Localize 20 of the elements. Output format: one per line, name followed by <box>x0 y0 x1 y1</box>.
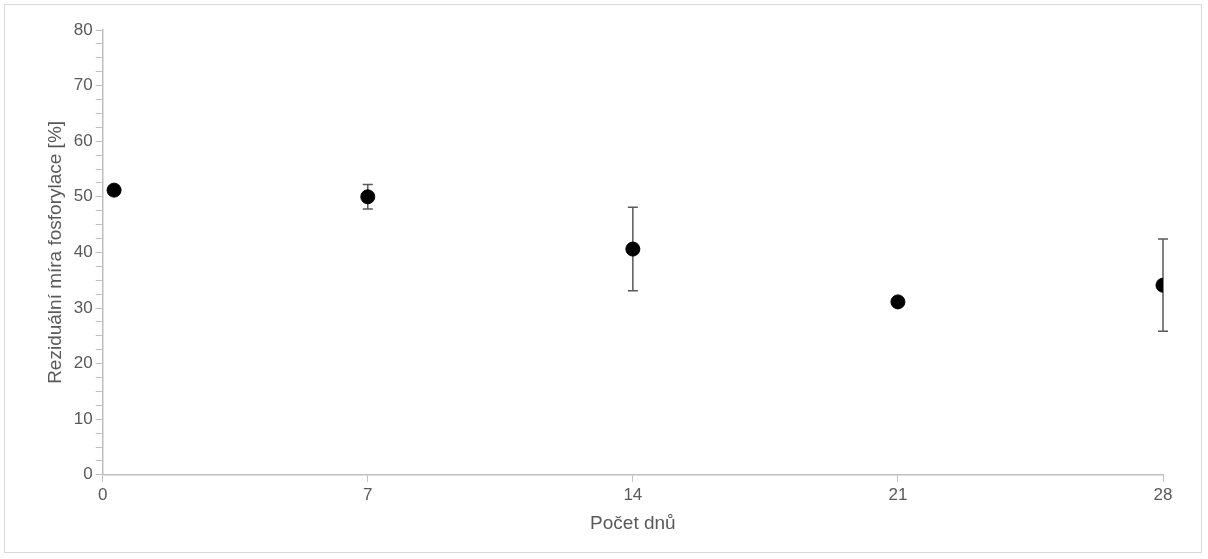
point <box>360 189 376 205</box>
y-tick-label: 0 <box>83 464 93 484</box>
y-tick-label: 70 <box>73 75 93 95</box>
x-tick-label: 14 <box>623 484 643 504</box>
y-tick-label: 20 <box>73 353 93 373</box>
point <box>890 294 906 310</box>
y-axis-title: Reziduální míra fosforylace [%] <box>43 120 65 384</box>
y-tick-label: 30 <box>73 297 93 317</box>
y-tick-label: 10 <box>73 408 93 428</box>
x-tick-label: 21 <box>888 484 908 504</box>
x-axis-title: Počet dnů <box>590 511 676 533</box>
point <box>106 182 122 198</box>
x-tick-label: 7 <box>363 484 373 504</box>
y-tick-label: 40 <box>73 242 93 262</box>
point <box>625 241 641 257</box>
y-tick-label: 50 <box>73 186 93 206</box>
y-tick-label: 60 <box>73 130 93 150</box>
x-tick-label: 28 <box>1153 484 1173 504</box>
x-tick-label: 0 <box>97 484 108 504</box>
y-tick-label: 80 <box>73 19 93 39</box>
